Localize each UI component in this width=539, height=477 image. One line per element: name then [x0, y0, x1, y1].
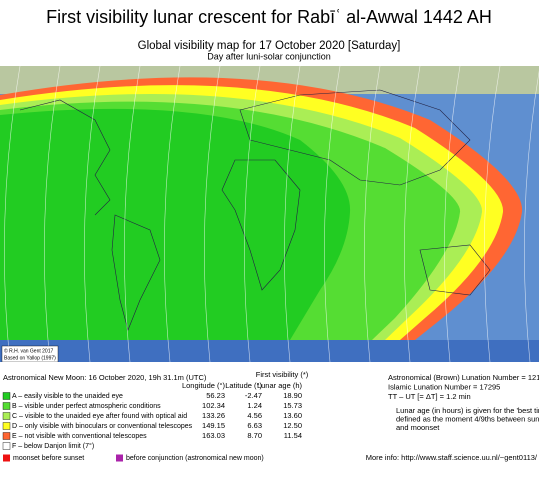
first-visibility-title: First visibility (*): [256, 370, 309, 379]
meridian: [364, 66, 381, 362]
meridian: [404, 66, 421, 362]
legend-swatch: [2, 422, 11, 430]
info-line: Astronomical (Brown) Lunation Number = 1…: [388, 373, 539, 382]
legend-swatch: [2, 402, 11, 410]
meridian: [324, 66, 341, 362]
table-cell: 8.70: [247, 431, 262, 440]
meridian: [84, 66, 101, 362]
north-america: [19, 99, 111, 216]
coastlines: [19, 89, 491, 331]
table-cell: 1.24: [247, 401, 262, 410]
subtitle2: Day after luni-solar conjunction: [207, 51, 331, 61]
table-cell: 18.90: [283, 391, 302, 400]
legend-swatch: [2, 432, 11, 440]
meridian: [284, 66, 301, 362]
legend-label: C – visible to the unaided eye after fou…: [12, 413, 187, 420]
legend-swatch: [2, 412, 11, 420]
table-cell: 13.60: [283, 411, 302, 420]
note-line: Lunar age (in hours) is given for the 'b…: [396, 406, 539, 415]
zone: [0, 108, 351, 340]
table-cell: 56.23: [206, 391, 225, 400]
meridian: [444, 66, 461, 362]
meridian: [124, 66, 141, 362]
legend-label: moonset before sunset: [13, 455, 84, 462]
credit: Based on Yallop (1997): [4, 355, 56, 361]
southern-ocean: [0, 340, 539, 362]
meridian: [484, 66, 501, 362]
legend-swatch: [3, 454, 10, 462]
table-cell: 6.63: [247, 421, 262, 430]
meridians: [4, 66, 539, 362]
legend-swatch: [2, 442, 11, 450]
legend-swatch: [2, 392, 11, 400]
meridian: [44, 66, 61, 362]
meridian: [4, 66, 21, 362]
note-line: and moonset: [396, 423, 440, 432]
table-cell: 163.03: [202, 431, 225, 440]
africa: [221, 159, 301, 291]
legend-label: E – not visible with conventional telesc…: [12, 433, 147, 440]
table-cell: 15.73: [283, 401, 302, 410]
table-cell: 4.56: [247, 411, 262, 420]
table-cell: 12.50: [283, 421, 302, 430]
info-line: TT – UT [= ΔT] = 1.2 min: [388, 392, 471, 401]
note-line: defined as the moment 4/9ths between sun…: [396, 414, 539, 423]
column-header: Lunar age (h): [257, 381, 303, 390]
title: First visibility lunar crescent for Rabī…: [46, 7, 492, 27]
australia: [419, 244, 491, 296]
visibility-zones: [0, 77, 523, 341]
meridian: [204, 66, 221, 362]
meridian: [524, 70, 539, 362]
table-cell: 11.54: [284, 431, 302, 440]
legend-label: F – below Danjon limit (7°): [12, 442, 94, 450]
meridian: [244, 66, 261, 362]
subtitle: Global visibility map for 17 October 202…: [138, 40, 401, 52]
credit-box: [1, 345, 59, 362]
column-header: Longitude (°): [182, 381, 226, 390]
column-header: Latitude (°): [225, 381, 262, 390]
table-cell: 102.34: [202, 401, 225, 410]
legend-label: B – visible under perfect atmospheric co…: [12, 403, 161, 410]
info-line: Islamic Lunation Number = 17295: [388, 382, 500, 391]
new-moon: Astronomical New Moon: 16 October 2020, …: [3, 373, 207, 382]
legend-label: A – easily visible to the unaided eye: [12, 393, 123, 400]
more-info: More info: http://www.staff.science.uu.n…: [366, 453, 538, 462]
table-cell: -2.47: [245, 391, 262, 400]
legend-label: before conjunction (astronomical new moo…: [126, 455, 264, 462]
credit: © R.H. van Gent 2017: [4, 347, 53, 354]
meridian: [164, 66, 181, 362]
legend-swatch: [116, 454, 123, 462]
legend-label: D – only visible with binoculars or conv…: [12, 423, 193, 430]
table-cell: 133.26: [202, 411, 225, 420]
south-america: [111, 214, 161, 331]
eurasia: [239, 89, 471, 186]
table-cell: 149.15: [202, 421, 225, 430]
